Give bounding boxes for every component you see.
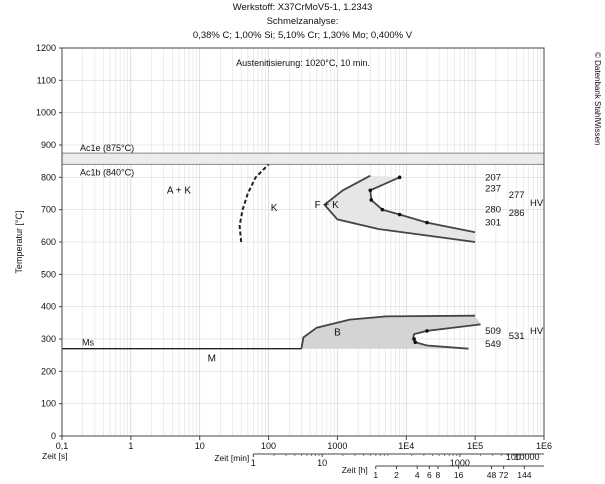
measurement-point bbox=[397, 212, 402, 217]
hardness-value: 531 bbox=[509, 331, 525, 342]
hours-tick-label: 48 bbox=[487, 470, 497, 480]
axes: 0100200300400500600700800900100011001200… bbox=[14, 43, 552, 480]
x-axis-label-minutes: Zeit [min] bbox=[214, 453, 249, 463]
region-label: A + K bbox=[167, 185, 192, 196]
ac1e-label: Ac1e (875°C) bbox=[80, 143, 134, 153]
y-tick-label: 1100 bbox=[37, 75, 56, 85]
x-tick-label: 1E5 bbox=[467, 441, 483, 451]
y-tick-label: 900 bbox=[41, 140, 56, 150]
hardness-value: 277 bbox=[509, 190, 525, 201]
hours-upper-label: 100 bbox=[506, 452, 521, 462]
region-label: M bbox=[208, 353, 216, 364]
measurement-point bbox=[368, 188, 373, 193]
y-tick-label: 1000 bbox=[36, 108, 56, 118]
hardness-unit: HV bbox=[530, 198, 544, 209]
x-tick-label: 1E6 bbox=[536, 441, 552, 451]
y-axis-label: Temperatur [°C] bbox=[14, 210, 24, 273]
hardness-value: 301 bbox=[485, 218, 501, 229]
annotations: Austenitisierung: 1020°C, 10 min. Ac1e (8… bbox=[80, 52, 602, 364]
austenite-band bbox=[62, 152, 544, 165]
chart-subtitle: Schmelzanalyse: bbox=[266, 16, 339, 27]
hardness-value: 280 bbox=[485, 205, 501, 216]
bainite-start-curve bbox=[300, 314, 476, 349]
measurement-point bbox=[412, 337, 416, 341]
hours-tick-label: 1 bbox=[373, 470, 378, 480]
x-tick-label: 1E4 bbox=[398, 441, 414, 451]
x-tick-label: 0,1 bbox=[56, 441, 69, 451]
y-tick-label: 300 bbox=[41, 334, 56, 344]
hours-tick-label: 6 bbox=[427, 470, 432, 480]
measurement-point bbox=[413, 340, 418, 345]
ac1b-label: Ac1b (840°C) bbox=[80, 167, 134, 177]
bainite-area bbox=[301, 315, 481, 349]
measurement-point bbox=[369, 198, 374, 202]
y-tick-label: 800 bbox=[41, 172, 56, 182]
chemical-composition: 0,38% C; 1,00% Si; 5,10% Cr; 1,30% Mo; 0… bbox=[192, 30, 413, 41]
hardness-value: 286 bbox=[509, 208, 525, 219]
hardness-unit: HV bbox=[530, 326, 544, 337]
measurement-point bbox=[397, 175, 402, 180]
minutes-tick-label: 10 bbox=[317, 458, 327, 468]
x-tick-label: 100 bbox=[261, 441, 276, 451]
grid bbox=[62, 48, 544, 436]
hardness-value: 509 bbox=[485, 326, 501, 337]
x-axis-label-hours: Zeit [h] bbox=[342, 465, 368, 475]
y-tick-label: 1200 bbox=[36, 43, 56, 53]
hardness-value: 549 bbox=[485, 339, 501, 350]
region-label: F + K bbox=[315, 200, 340, 211]
hardness-value: 207 bbox=[485, 172, 501, 183]
hours-tick-label: 72 bbox=[499, 470, 509, 480]
x-tick-label: 1000 bbox=[327, 441, 347, 451]
hours-tick-label: 8 bbox=[436, 470, 441, 480]
measurement-point bbox=[425, 329, 429, 333]
carbide-precipitation-curve bbox=[238, 163, 270, 243]
watermark: © Datenbank StahlWissen bbox=[593, 52, 602, 146]
ms-label: Ms bbox=[82, 338, 94, 348]
y-tick-label: 500 bbox=[41, 269, 56, 279]
x-axis-label-seconds: Zeit [s] bbox=[42, 451, 68, 461]
region-label: B bbox=[334, 328, 341, 339]
chart-title: Werkstoff: X37CrMoV5-1, 1.2343 bbox=[232, 2, 373, 13]
hours-tick-label: 16 bbox=[454, 470, 464, 480]
x-tick-label: 10 bbox=[195, 441, 205, 451]
y-tick-label: 200 bbox=[41, 366, 56, 376]
hours-tick-label: 2 bbox=[394, 470, 399, 480]
minutes-tick-label: 1000 bbox=[450, 458, 470, 468]
ac1-band bbox=[62, 153, 544, 165]
ferrite-start-curve bbox=[323, 174, 476, 243]
y-tick-label: 100 bbox=[41, 399, 56, 409]
hours-tick-label: 144 bbox=[517, 470, 531, 480]
x-tick-label: 1 bbox=[128, 441, 133, 451]
hardness-value: 237 bbox=[485, 184, 501, 195]
austenitizing-note: Austenitisierung: 1020°C, 10 min. bbox=[236, 58, 370, 68]
y-tick-label: 0 bbox=[51, 431, 56, 441]
y-tick-label: 400 bbox=[41, 302, 56, 312]
y-tick-label: 700 bbox=[41, 205, 56, 215]
y-tick-label: 600 bbox=[41, 237, 56, 247]
measurement-point bbox=[425, 220, 429, 225]
measurement-point bbox=[380, 207, 385, 212]
hours-tick-label: 4 bbox=[415, 470, 420, 480]
transformation-curves bbox=[62, 163, 481, 350]
hours-upper-label: 10000 bbox=[514, 452, 539, 462]
minutes-tick-label: 1 bbox=[251, 458, 256, 468]
region-label: K bbox=[271, 203, 278, 214]
